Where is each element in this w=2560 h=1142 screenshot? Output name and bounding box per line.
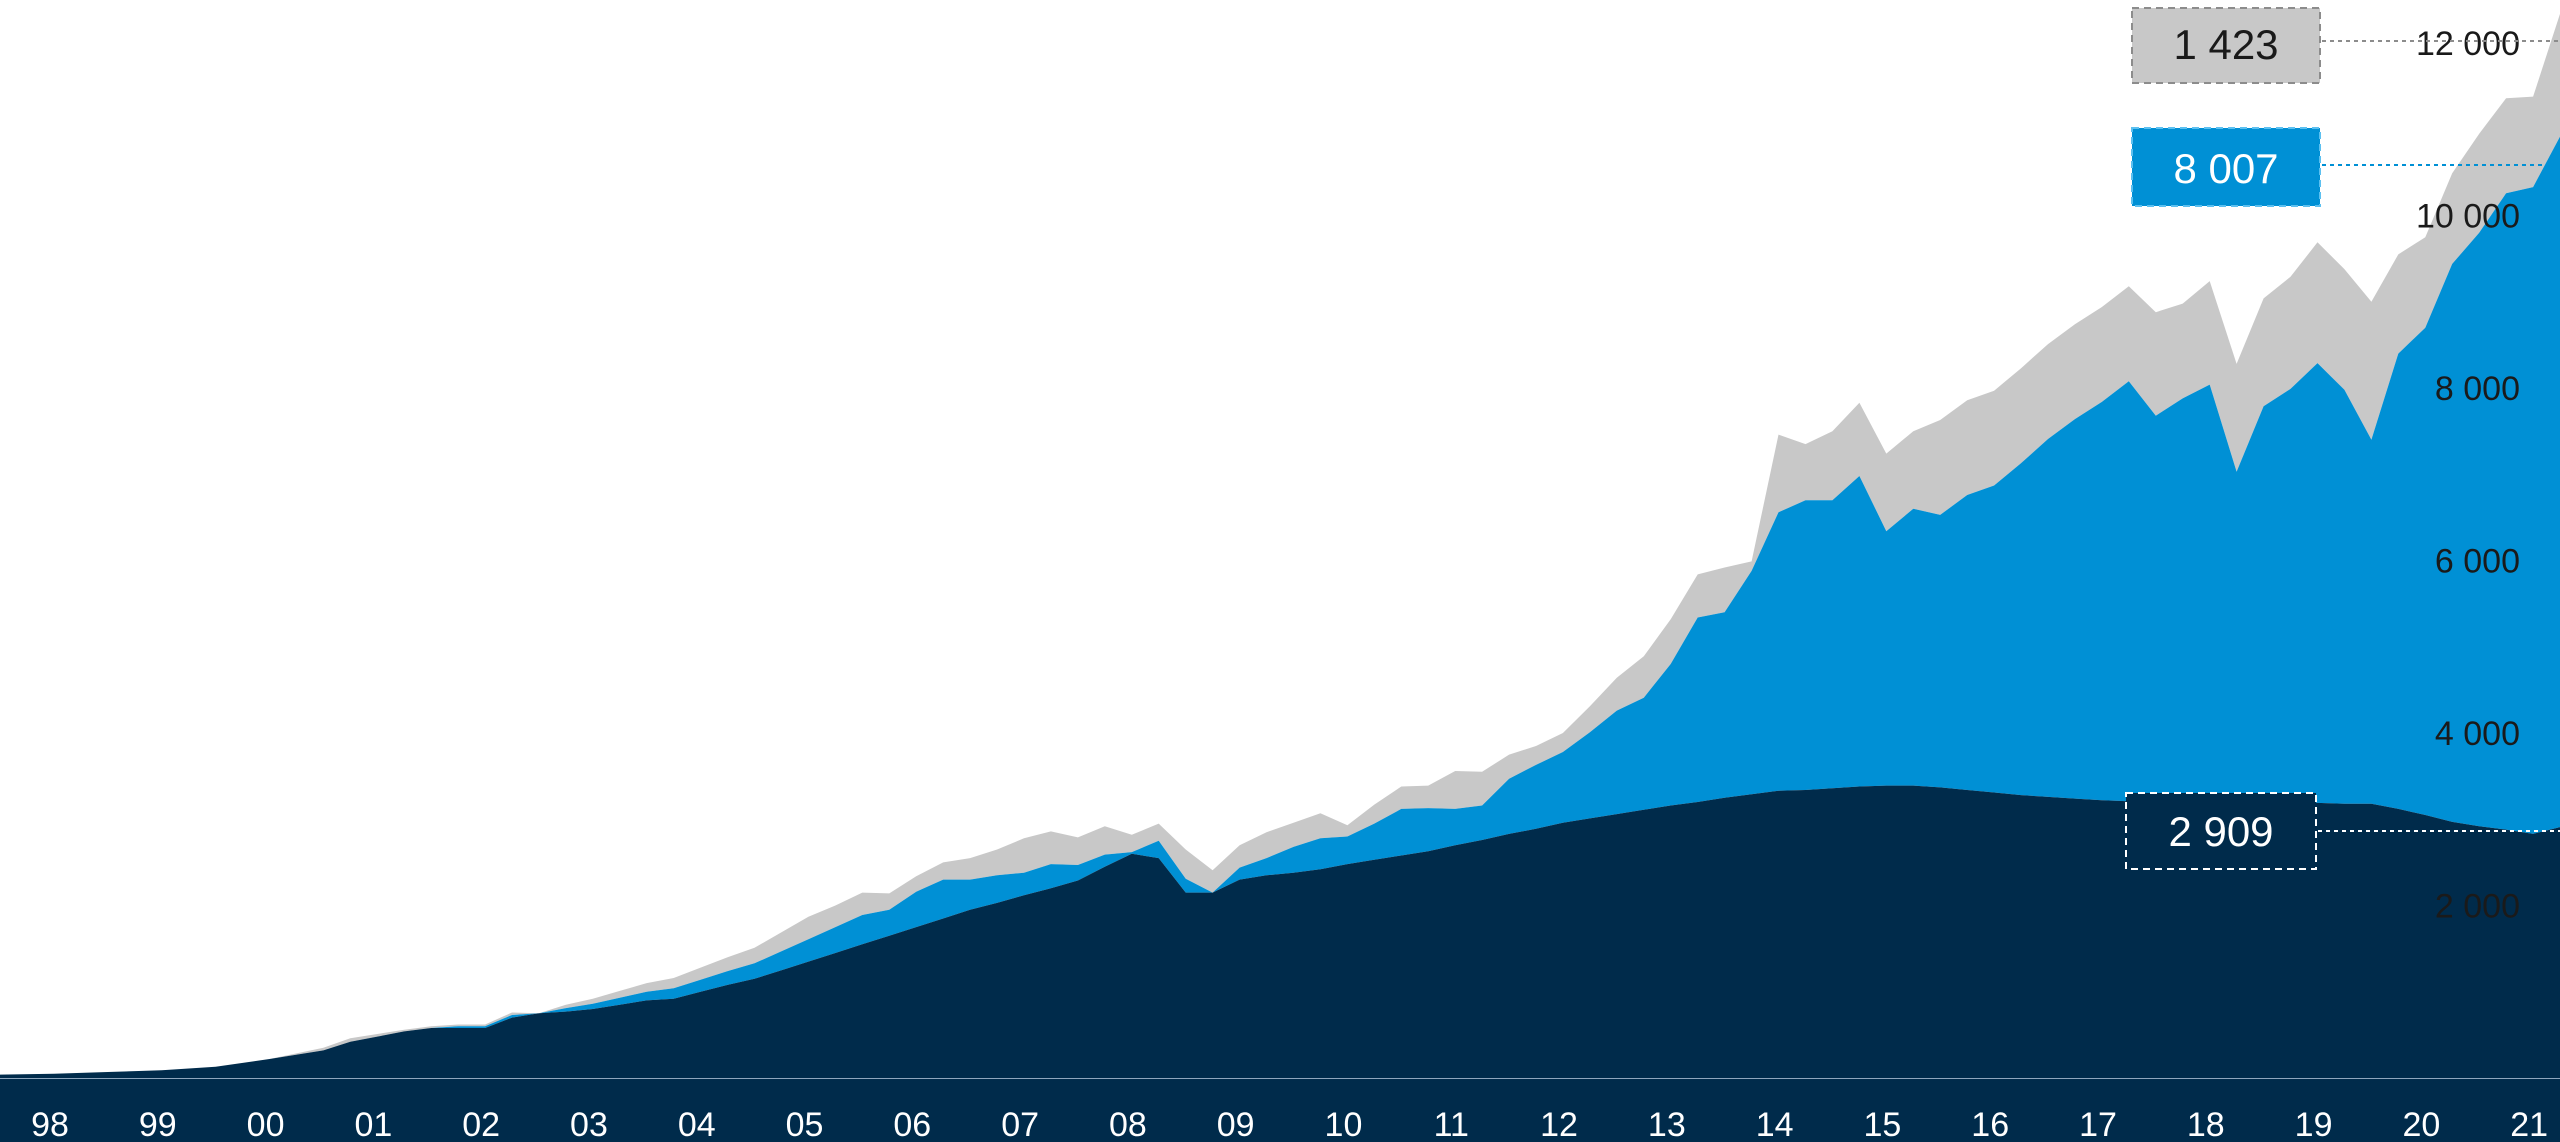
x-tick-label: 15 — [1864, 1106, 1902, 1142]
x-tick-label: 20 — [2402, 1106, 2440, 1142]
x-tick-label: 09 — [1217, 1106, 1255, 1142]
x-tick-label: 05 — [786, 1106, 824, 1142]
x-tick-label: 07 — [1001, 1106, 1039, 1142]
x-tick-label: 08 — [1109, 1106, 1147, 1142]
y-tick-label: 6 000 — [2435, 543, 2520, 581]
x-tick-label: 06 — [893, 1106, 931, 1142]
x-tick-label: 00 — [247, 1106, 285, 1142]
x-tick-label: 10 — [1325, 1106, 1363, 1142]
y-axis-ticks: 2 000 4 000 6 000 8 000 10 000 12 000 — [2416, 25, 2520, 925]
x-tick-label: 11 — [1434, 1106, 1469, 1142]
label-box-middle — [2131, 127, 2321, 207]
x-tick-label: 19 — [2295, 1106, 2333, 1142]
area-middle-series — [0, 136, 2560, 1075]
y-tick-label: 12 000 — [2416, 25, 2520, 63]
series-areas — [0, 13, 2560, 1078]
label-other: 1 423 — [2173, 21, 2278, 68]
x-tick-label: 98 — [31, 1106, 69, 1142]
x-tick-label: 17 — [2079, 1106, 2117, 1142]
x-tick-label: 02 — [462, 1106, 500, 1142]
label-bottom: 2 909 — [2168, 808, 2273, 855]
label-box-other — [2131, 7, 2321, 84]
label-middle: 8 007 — [2173, 145, 2278, 192]
y-tick-label: 4 000 — [2435, 715, 2520, 753]
y-tick-label: 8 000 — [2435, 370, 2520, 408]
x-tick-label: 03 — [570, 1106, 608, 1142]
y-tick-label: 10 000 — [2416, 198, 2520, 236]
x-tick-label: 12 — [1540, 1106, 1578, 1142]
x-axis-band — [0, 1078, 2560, 1142]
area-bottom-series — [0, 785, 2560, 1078]
x-tick-label: 04 — [678, 1106, 716, 1142]
x-tick-label: 99 — [139, 1106, 177, 1142]
x-tick-label: 16 — [1971, 1106, 2009, 1142]
x-tick-label: 14 — [1756, 1106, 1794, 1142]
y-tick-label: 2 000 — [2435, 888, 2520, 926]
x-axis-ticks: 98 99 00 01 02 03 04 05 06 07 08 09 10 11 12 13 14 15 16 17… — [31, 1106, 2548, 1142]
x-tick-label: 18 — [2187, 1106, 2225, 1142]
value-labels: 1 423 8 007 2 909 — [2125, 7, 2560, 870]
x-tick-label: 01 — [354, 1106, 392, 1142]
label-box-bottom — [2125, 792, 2317, 870]
x-tick-label: 21 — [2510, 1106, 2548, 1142]
x-tick-label: 13 — [1648, 1106, 1686, 1142]
